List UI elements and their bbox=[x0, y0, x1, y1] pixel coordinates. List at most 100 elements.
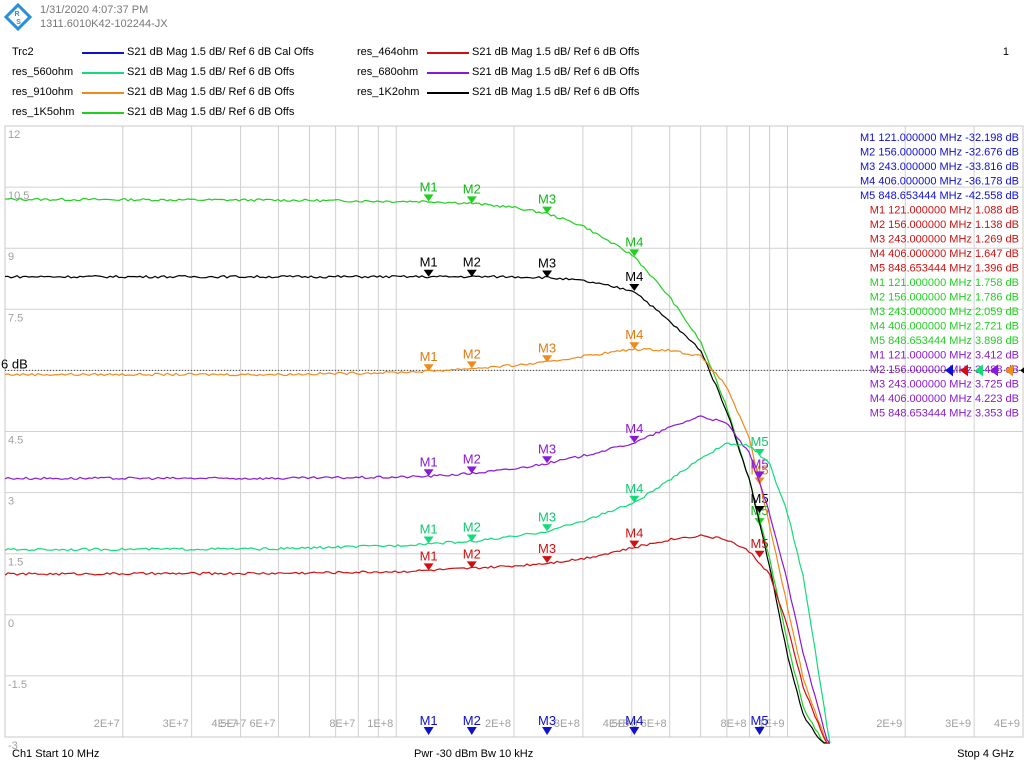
trace-line-swatch bbox=[427, 72, 469, 74]
trace-name: res_910ohm bbox=[12, 86, 74, 98]
trace-line-swatch bbox=[82, 92, 124, 94]
marker-triangle bbox=[542, 524, 553, 532]
plot-frame bbox=[4, 125, 1024, 738]
marker-triangle bbox=[629, 540, 640, 548]
marker-label: M1 bbox=[420, 548, 438, 563]
marker-label: M4 bbox=[625, 269, 643, 284]
marker-readout-row: M4 406.000000 MHz 1.647 dB bbox=[870, 248, 1019, 260]
y-tick-label: 9 bbox=[8, 251, 14, 263]
trace-desc: S21 dB Mag 1.5 dB/ Ref 6 dB Offs bbox=[472, 86, 640, 98]
marker-triangle bbox=[542, 556, 553, 564]
x-tick-label: 4E+7 bbox=[212, 718, 238, 730]
marker-label: M3 bbox=[538, 541, 556, 556]
marker-label: M2 bbox=[463, 451, 481, 466]
marker-readout-row: M5 848.653444 MHz 1.396 dB bbox=[870, 263, 1019, 275]
y-tick-label: 3 bbox=[8, 496, 14, 508]
footer-power-bw: Pwr -30 dBm Bw 10 kHz bbox=[414, 748, 534, 760]
marker-triangle bbox=[466, 361, 477, 369]
trace-name: res_1K2ohm bbox=[357, 86, 420, 98]
y-tick-label: 0 bbox=[8, 618, 14, 630]
marker-triangle bbox=[754, 448, 765, 456]
offscale-marker-triangle bbox=[754, 727, 765, 735]
trace-name: res_560ohm bbox=[12, 66, 74, 78]
marker-triangle bbox=[629, 249, 640, 257]
marker-triangle bbox=[754, 550, 765, 558]
timestamp: 1/31/2020 4:07:37 PM bbox=[40, 4, 149, 16]
trace-line-res_680ohm bbox=[4, 415, 831, 744]
marker-label: M3 bbox=[538, 441, 556, 456]
marker-triangle bbox=[629, 495, 640, 503]
offscale-marker-triangle bbox=[542, 727, 553, 735]
marker-label: M5 bbox=[751, 462, 769, 477]
marker-triangle bbox=[423, 536, 434, 544]
svg-text:S: S bbox=[16, 19, 21, 26]
edge-marker-arrow bbox=[990, 364, 998, 377]
edge-marker-arrow bbox=[975, 364, 983, 377]
offscale-marker-triangle bbox=[629, 727, 640, 735]
trace-desc: S21 dB Mag 1.5 dB/ Ref 6 dB Offs bbox=[127, 86, 295, 98]
y-tick-label: 1.5 bbox=[8, 557, 23, 569]
trace-line-res_464ohm bbox=[4, 534, 830, 744]
marker-label: M3 bbox=[538, 192, 556, 207]
trace-name: res_680ohm bbox=[357, 66, 419, 78]
trace-desc: S21 dB Mag 1.5 dB/ Ref 6 dB Cal Offs bbox=[127, 46, 314, 58]
svg-text:R: R bbox=[15, 11, 20, 18]
marker-triangle bbox=[754, 505, 765, 513]
edge-marker-arrow bbox=[1005, 364, 1013, 377]
trace-line-swatch bbox=[82, 112, 124, 114]
marker-label: M5 bbox=[751, 491, 769, 506]
x-tick-label: 8E+7 bbox=[329, 718, 355, 730]
marker-triangle bbox=[629, 342, 640, 350]
x-tick-label: 1E+9 bbox=[758, 718, 784, 730]
marker-label: M4 bbox=[625, 526, 643, 541]
marker-label: M3 bbox=[538, 256, 556, 271]
marker-label: M1 bbox=[420, 179, 438, 194]
marker-readout-row: M4 406.000000 MHz 2.721 dB bbox=[870, 321, 1019, 333]
x-tick-label: 2E+9 bbox=[876, 718, 902, 730]
x-tick-label: 3E+9 bbox=[945, 718, 971, 730]
marker-readout-row: M1 121.000000 MHz -32.198 dB bbox=[860, 132, 1019, 144]
trace-desc: S21 dB Mag 1.5 dB/ Ref 6 dB Offs bbox=[127, 66, 295, 78]
marker-triangle bbox=[466, 196, 477, 204]
offscale-marker-triangle bbox=[466, 727, 477, 735]
marker-readout-row: M1 121.000000 MHz 1.088 dB bbox=[870, 205, 1019, 217]
marker-triangle bbox=[423, 194, 434, 202]
marker-readout-row: M3 243.000000 MHz 2.059 dB bbox=[870, 306, 1019, 318]
marker-readout-row: M2 156.000000 MHz 1.138 dB bbox=[870, 219, 1019, 231]
x-tick-label: 3E+8 bbox=[554, 718, 580, 730]
y-tick-label: 12 bbox=[8, 129, 20, 141]
marker-readout-row: M1 121.000000 MHz 3.412 dB bbox=[870, 350, 1019, 362]
marker-readout-row: M5 848.653444 MHz 3.898 dB bbox=[870, 335, 1019, 347]
edge-marker-arrow bbox=[960, 364, 968, 377]
trace-line-res_1K2ohm bbox=[4, 274, 830, 744]
marker-triangle bbox=[542, 270, 553, 278]
trace-line-res_1K5ohm bbox=[4, 197, 830, 744]
marker-label: M1 bbox=[420, 454, 438, 469]
x-tick-label: 4E+8 bbox=[603, 718, 629, 730]
x-tick-label: 5E+7 6E+7 bbox=[220, 718, 275, 730]
marker-readout-row: M2 156.000000 MHz 1.786 dB bbox=[870, 292, 1019, 304]
trace-name: Trc2 bbox=[12, 46, 34, 58]
marker-label: M1 bbox=[420, 349, 438, 364]
offscale-marker-label: M2 bbox=[463, 713, 481, 728]
trace-line-swatch bbox=[82, 72, 124, 74]
trace-line-swatch bbox=[427, 92, 469, 94]
x-tick-label: 5E+8 6E+8 bbox=[612, 718, 667, 730]
marker-triangle bbox=[629, 435, 640, 443]
x-tick-label: 4E+9 bbox=[994, 718, 1020, 730]
marker-label: M5 bbox=[751, 434, 769, 449]
x-tick-label: 3E+7 bbox=[163, 718, 189, 730]
trace-desc: S21 dB Mag 1.5 dB/ Ref 6 dB Offs bbox=[127, 106, 295, 118]
marker-triangle bbox=[466, 534, 477, 542]
edge-marker-arrow bbox=[1020, 367, 1024, 374]
marker-triangle bbox=[542, 355, 553, 363]
marker-label: M1 bbox=[420, 255, 438, 270]
marker-label: M4 bbox=[625, 234, 643, 249]
marker-readout-row: M2 156.000000 MHz -32.676 dB bbox=[860, 147, 1019, 159]
trace-name: res_1K5ohm bbox=[12, 106, 75, 118]
footer-start: Ch1 Start 10 MHz bbox=[12, 748, 100, 760]
marker-label: M5 bbox=[751, 456, 769, 471]
marker-readout-row: M4 406.000000 MHz -36.178 dB bbox=[860, 176, 1019, 188]
marker-readout-row: M5 848.653444 MHz -42.558 dB bbox=[860, 190, 1019, 202]
marker-label: M4 bbox=[625, 481, 643, 496]
